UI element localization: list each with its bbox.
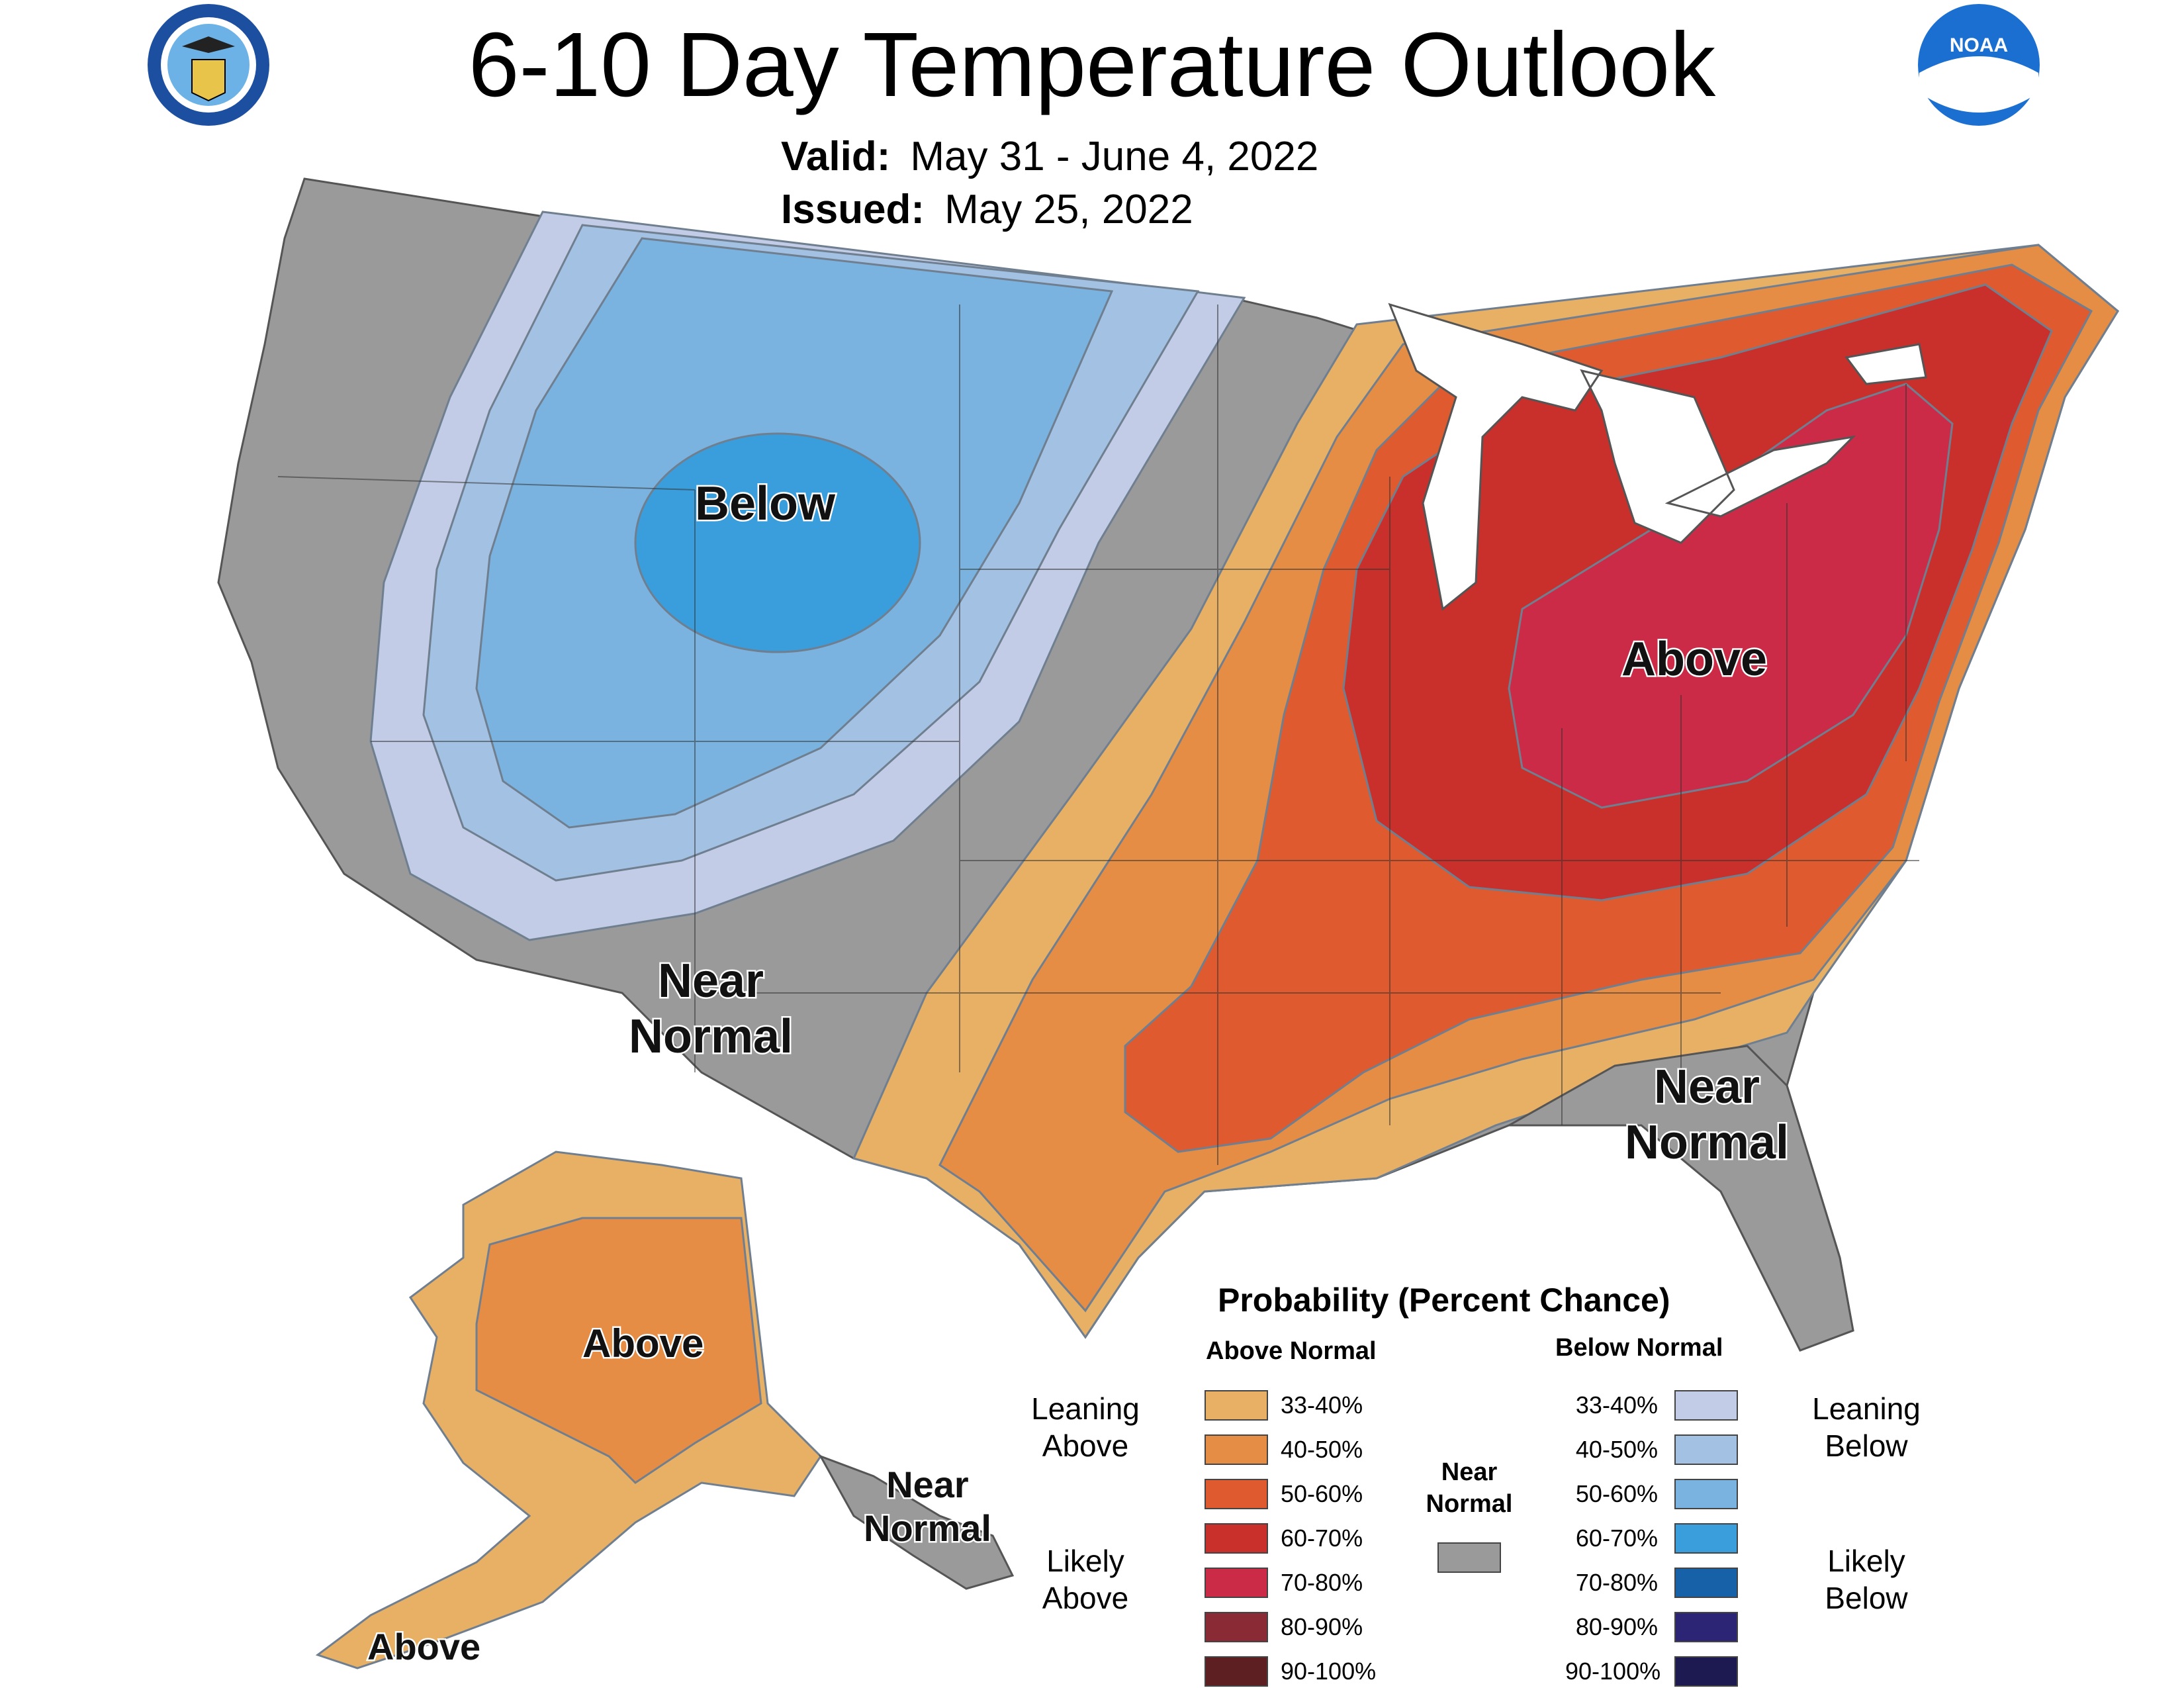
legend-below-swatch-80-90 bbox=[1674, 1612, 1738, 1642]
leaning-above-line1: Leaning bbox=[1031, 1391, 1140, 1426]
legend-above-header: Above Normal bbox=[1206, 1337, 1377, 1365]
label-ak-near-line1: Near bbox=[885, 1462, 971, 1507]
legend-below-label-60-70: 60-70% bbox=[1575, 1524, 1658, 1552]
near-normal-line2: Normal bbox=[1426, 1490, 1513, 1518]
legend-above-swatch-33-40 bbox=[1205, 1390, 1268, 1421]
legend-above-label-50-60: 50-60% bbox=[1281, 1480, 1363, 1507]
page-title: 6-10 Day Temperature Outlook bbox=[468, 14, 1716, 116]
valid-label: Valid: bbox=[781, 134, 891, 179]
leaning-below-line2: Below bbox=[1825, 1429, 1908, 1463]
legend-below-swatch-70-80 bbox=[1674, 1568, 1738, 1598]
legend-likely-above: Likely Above bbox=[1019, 1542, 1152, 1617]
svg-text:NOAA: NOAA bbox=[1950, 34, 2008, 56]
label-near-normal-southeast: Near Normal bbox=[1623, 1059, 1790, 1171]
legend-below-label-50-60: 50-60% bbox=[1575, 1480, 1658, 1507]
legend-title: Probability (Percent Chance) bbox=[1218, 1282, 1670, 1319]
issued-value: May 25, 2022 bbox=[944, 187, 1193, 232]
legend-above-label-60-70: 60-70% bbox=[1281, 1524, 1363, 1552]
legend-below-swatch-60-70 bbox=[1674, 1523, 1738, 1554]
department-of-commerce-seal-icon bbox=[148, 4, 269, 126]
label-near-normal-southwest: Near Normal bbox=[627, 953, 794, 1065]
issued-label: Issued: bbox=[781, 187, 925, 232]
legend-below-label-70-80: 70-80% bbox=[1575, 1569, 1658, 1596]
label-above-east: Above bbox=[1619, 632, 1768, 688]
label-alaska-above: Above bbox=[580, 1320, 705, 1368]
alaska-40-50-region bbox=[475, 1217, 762, 1484]
likely-below-line2: Below bbox=[1825, 1581, 1908, 1615]
leaning-below-line1: Leaning bbox=[1812, 1391, 1921, 1426]
label-near-se-line2: Normal bbox=[1623, 1115, 1790, 1171]
below-60-70-region bbox=[634, 432, 921, 653]
legend-likely-below: Likely Below bbox=[1800, 1542, 1933, 1617]
legend-above-swatch-60-70 bbox=[1205, 1523, 1268, 1554]
legend-below-label-33-40: 33-40% bbox=[1575, 1391, 1658, 1419]
likely-above-line1: Likely bbox=[1046, 1544, 1124, 1578]
legend-near-normal-label: Near Normal bbox=[1416, 1456, 1522, 1520]
label-alaska-near-normal: Near Normal bbox=[862, 1462, 993, 1551]
legend-below-swatch-40-50 bbox=[1674, 1434, 1738, 1465]
likely-below-line1: Likely bbox=[1827, 1544, 1905, 1578]
near-normal-line1: Near bbox=[1441, 1458, 1498, 1486]
legend-below-label-40-50: 40-50% bbox=[1575, 1436, 1658, 1463]
legend-above-label-90-100: 90-100% bbox=[1281, 1658, 1377, 1685]
legend-above-label-40-50: 40-50% bbox=[1281, 1436, 1363, 1463]
legend-above-swatch-70-80 bbox=[1205, 1568, 1268, 1598]
legend-above-swatch-80-90 bbox=[1205, 1612, 1268, 1642]
label-near-sw-line2: Normal bbox=[627, 1009, 794, 1065]
noaa-logo-icon: NOAA bbox=[1918, 4, 2040, 126]
label-near-sw-line1: Near bbox=[656, 953, 765, 1009]
legend-below-swatch-90-100 bbox=[1674, 1656, 1738, 1687]
leaning-above-line2: Above bbox=[1042, 1429, 1129, 1463]
legend-above-swatch-40-50 bbox=[1205, 1434, 1268, 1465]
state-boundaries bbox=[277, 305, 1919, 1165]
legend-below-swatch-33-40 bbox=[1674, 1390, 1738, 1421]
great-lakes bbox=[1388, 303, 1927, 611]
legend-below-header: Below Normal bbox=[1555, 1334, 1723, 1362]
legend-leaning-below: Leaning Below bbox=[1800, 1390, 1933, 1464]
valid-value: May 31 - June 4, 2022 bbox=[910, 134, 1319, 179]
legend-below-label-90-100: 90-100% bbox=[1565, 1658, 1661, 1685]
legend-below-swatch-50-60 bbox=[1674, 1479, 1738, 1509]
legend-leaning-above: Leaning Above bbox=[1019, 1390, 1152, 1464]
legend-above-swatch-90-100 bbox=[1205, 1656, 1268, 1687]
legend-above-label-70-80: 70-80% bbox=[1281, 1569, 1363, 1596]
label-near-se-line1: Near bbox=[1652, 1059, 1761, 1115]
legend-below-label-80-90: 80-90% bbox=[1575, 1613, 1658, 1640]
legend-above-label-33-40: 33-40% bbox=[1281, 1391, 1363, 1419]
likely-above-line2: Above bbox=[1042, 1581, 1129, 1615]
legend-swatch-near-normal bbox=[1437, 1542, 1501, 1573]
valid-dates: Valid: May 31 - June 4, 2022 bbox=[781, 134, 1318, 180]
label-below: Below bbox=[693, 476, 837, 532]
legend-above-label-80-90: 80-90% bbox=[1281, 1613, 1363, 1640]
alaska-near-normal-region bbox=[818, 1454, 1015, 1590]
issued-date: Issued: May 25, 2022 bbox=[781, 187, 1193, 233]
label-ak-near-line2: Normal bbox=[862, 1506, 993, 1551]
legend-above-swatch-50-60 bbox=[1205, 1479, 1268, 1509]
label-alaska-above-south: Above bbox=[365, 1624, 482, 1669]
